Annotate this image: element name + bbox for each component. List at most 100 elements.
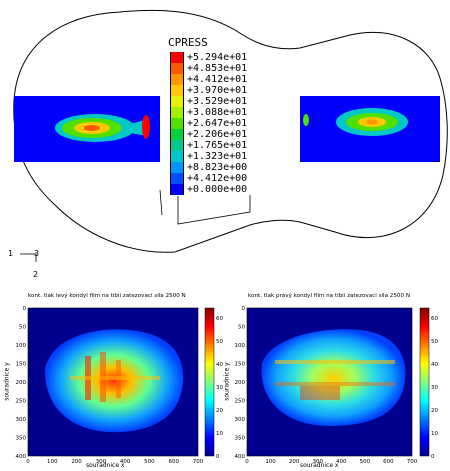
heatmap-left-ylabel: souradnice y — [3, 362, 11, 401]
legend-entry: +5.294e+01 — [170, 52, 300, 63]
legend-value: +5.294e+01 — [187, 52, 248, 63]
triad-label-3: 3 — [34, 249, 40, 258]
colorbar-tick-label: 50 — [216, 339, 223, 345]
triad-label-1: 1 — [8, 249, 14, 258]
colorbar-tick-label: 30 — [431, 385, 438, 391]
colorbar-tick-label: 50 — [431, 339, 438, 345]
x-tick-label: 700 — [193, 459, 204, 465]
x-tick-label: 200 — [289, 459, 300, 465]
x-tick-label: 100 — [265, 459, 276, 465]
legend-swatch — [170, 107, 184, 118]
y-tick-label: 100 — [235, 343, 246, 349]
legend-entry: +3.088e+01 — [170, 107, 300, 118]
heatmap-figure: 0 100 200 300 400 500 600 700050100150200250300… — [16, 306, 439, 465]
triad-label-2: 2 — [33, 270, 39, 279]
legend-swatch — [170, 63, 184, 74]
tibia-notch — [159, 189, 251, 225]
legend-swatch — [170, 140, 184, 151]
y-tick-label: 0 — [23, 306, 27, 312]
colorbar-right — [419, 307, 430, 457]
legend-swatch — [170, 173, 184, 184]
legend-entry: +4.412e+00 — [170, 173, 300, 184]
legend-swatch — [170, 184, 184, 195]
x-tick-label: 100 — [47, 459, 58, 465]
legend-value: +2.647e+01 — [187, 118, 248, 129]
x-tick-label: 300 — [312, 459, 323, 465]
y-tick-label: 50 — [19, 325, 26, 331]
x-tick-label: 400 — [336, 459, 347, 465]
legend-swatch — [170, 129, 184, 140]
fea-contour-plot — [13, 9, 448, 262]
x-tick-label: 300 — [96, 459, 107, 465]
colorbar-tick-label: 0 — [431, 454, 435, 460]
y-tick-label: 300 — [16, 417, 27, 423]
heatmap-right-xlabel: souradnice x — [300, 462, 339, 469]
legend-swatch — [170, 118, 184, 129]
right-contact-core — [366, 119, 378, 125]
heatmap-left-xlabel: souradnice x — [86, 462, 125, 469]
y-tick-label: 350 — [235, 436, 246, 442]
legend-entry: +4.412e+01 — [170, 74, 300, 85]
heatmap-left — [27, 307, 199, 457]
y-tick-label: 150 — [235, 362, 246, 368]
legend-entry: +8.823e+00 — [170, 162, 300, 173]
legend-entry: +3.970e+01 — [170, 85, 300, 96]
y-tick-label: 100 — [16, 343, 27, 349]
heatmap-right-title: kont. tlak pravý kondyl film na tibii za… — [248, 293, 410, 299]
left-edge-hotspot — [142, 115, 150, 139]
legend-value: +1.323e+01 — [187, 151, 248, 162]
y-tick-label: 50 — [238, 325, 245, 331]
legend-entry: +4.853e+01 — [170, 63, 300, 74]
colorbar-tick-label: 30 — [216, 385, 223, 391]
legend-value: +8.823e+00 — [187, 162, 248, 173]
heatmap-right-blob — [261, 329, 406, 426]
x-tick-label: 0 — [26, 459, 30, 465]
x-tick-label: 600 — [383, 459, 394, 465]
legend-entry: +3.529e+01 — [170, 96, 300, 107]
colorbar-tick-label: 20 — [431, 408, 438, 414]
colorbar-tick-label: 0 — [216, 454, 220, 460]
legend-title: CPRESS — [168, 36, 208, 49]
legend-value: +3.970e+01 — [187, 85, 248, 96]
legend-swatch — [170, 162, 184, 173]
legend-value: +4.853e+01 — [187, 63, 248, 74]
colorbar-tick-label: 40 — [216, 362, 223, 368]
legend-entry: +2.206e+01 — [170, 129, 300, 140]
legend-swatch — [170, 96, 184, 107]
heatmap-left-blob — [45, 329, 184, 433]
legend-swatch — [170, 52, 184, 63]
y-tick-label: 300 — [235, 417, 246, 423]
legend-entry: +2.647e+01 — [170, 118, 300, 129]
y-tick-label: 0 — [242, 306, 246, 312]
legend-swatch — [170, 74, 184, 85]
x-tick-label: 700 — [407, 459, 418, 465]
colorbar-left — [204, 307, 215, 457]
y-tick-label: 200 — [235, 380, 246, 386]
colorbar-tick-label: 60 — [216, 316, 223, 322]
legend-value: +3.529e+01 — [187, 96, 248, 107]
legend-value: +4.412e+01 — [187, 74, 248, 85]
legend-value: +2.206e+01 — [187, 129, 248, 140]
x-tick-label: 500 — [360, 459, 371, 465]
colorbar-tick-label: 20 — [216, 408, 223, 414]
x-tick-label: 600 — [168, 459, 179, 465]
heatmap-left-title: kont. tlak levý kondyl film na tibii zat… — [28, 293, 186, 299]
colorbar-tick-label: 10 — [431, 431, 438, 437]
y-tick-label: 200 — [16, 380, 27, 386]
legend-entry: +0.000e+00 — [170, 184, 300, 195]
legend-swatch — [170, 85, 184, 96]
x-tick-label: 0 — [245, 459, 249, 465]
colorbar-tick-label: 10 — [216, 431, 223, 437]
legend-value: +0.000e+00 — [187, 184, 248, 195]
x-tick-label: 400 — [120, 459, 131, 465]
x-tick-label: 200 — [71, 459, 82, 465]
y-tick-label: 150 — [16, 362, 27, 368]
colorbar-tick-label: 60 — [431, 316, 438, 322]
y-tick-label: 350 — [16, 436, 27, 442]
colorbar-tick-label: 40 — [431, 362, 438, 368]
legend-value: +4.412e+00 — [187, 173, 248, 184]
heatmap-right-ylabel: souradnice y — [223, 362, 231, 401]
y-tick-label: 400 — [235, 454, 246, 460]
legend-entry: +1.323e+01 — [170, 151, 300, 162]
heatmap-right — [246, 307, 413, 457]
